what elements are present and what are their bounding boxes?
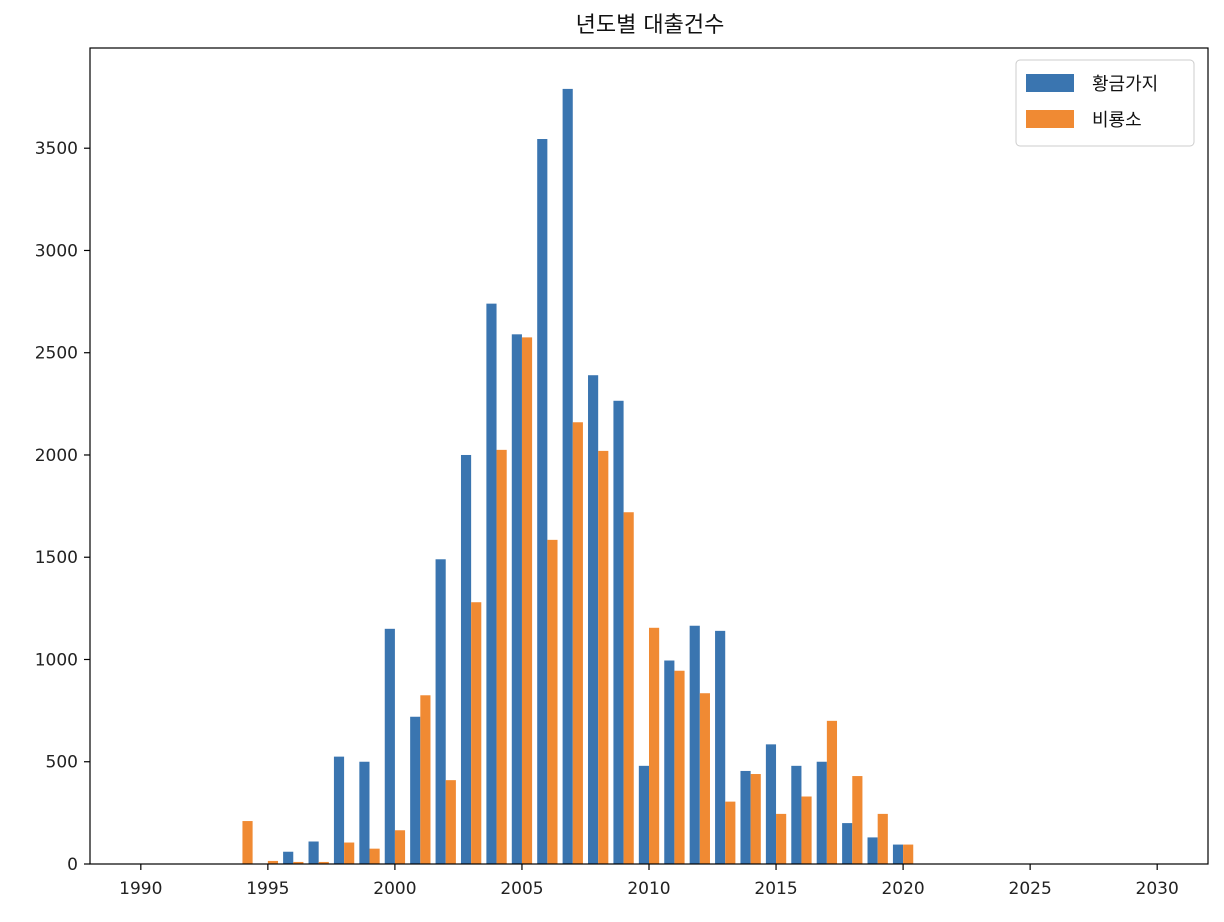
bar-series1-2013 — [715, 631, 725, 864]
x-tick-label: 2025 — [1009, 879, 1052, 899]
bar-series1-2004 — [486, 304, 496, 864]
legend-label: 황금가지 — [1092, 74, 1158, 95]
bar-series1-2015 — [766, 744, 776, 864]
bar-series1-2019 — [868, 837, 878, 864]
x-tick-label: 2020 — [881, 879, 924, 899]
bar-series2-1994 — [242, 821, 252, 864]
bar-series2-2011 — [674, 671, 684, 864]
bar-series2-2013 — [725, 802, 735, 864]
bar-series1-2014 — [740, 771, 750, 864]
bar-series1-2018 — [842, 823, 852, 864]
bar-series2-2009 — [624, 512, 634, 864]
bar-series2-2003 — [471, 602, 481, 864]
bar-series2-2002 — [446, 780, 456, 864]
bar-series1-2016 — [791, 766, 801, 864]
y-tick-label: 1500 — [35, 548, 78, 568]
legend-swatch — [1026, 110, 1074, 128]
bar-series1-2002 — [436, 559, 446, 864]
bar-series1-2010 — [639, 766, 649, 864]
bar-series1-1996 — [283, 852, 293, 864]
bar-series2-2008 — [598, 451, 608, 864]
chart-title: 년도별 대출건수 — [576, 13, 725, 38]
bar-series1-2020 — [893, 845, 903, 864]
bar-series2-2012 — [700, 693, 710, 864]
bar-series1-2012 — [690, 626, 700, 864]
bar-series2-2007 — [573, 422, 583, 864]
legend-label: 비룡소 — [1092, 110, 1142, 131]
y-tick-label: 0 — [67, 855, 78, 875]
bar-series2-2000 — [395, 830, 405, 864]
bar-series2-2017 — [827, 721, 837, 864]
bar-series1-1997 — [309, 842, 319, 865]
bar-series2-2016 — [801, 797, 811, 864]
bar-series2-1998 — [344, 843, 354, 864]
bar-series1-2005 — [512, 334, 522, 864]
x-tick-label: 2005 — [500, 879, 543, 899]
y-tick-label: 2000 — [35, 446, 78, 466]
bar-series2-2014 — [751, 774, 761, 864]
bars-group — [242, 89, 913, 864]
y-tick-label: 3500 — [35, 139, 78, 159]
y-tick-label: 3000 — [35, 241, 78, 261]
x-axis: 1990 1995 2000 2005 2010 2015 2020 2025 2030 — [119, 864, 1179, 899]
bar-series2-2005 — [522, 337, 532, 864]
x-tick-label: 1995 — [246, 879, 289, 899]
bar-series1-2017 — [817, 762, 827, 864]
x-tick-label: 2015 — [754, 879, 797, 899]
bar-series2-2018 — [852, 776, 862, 864]
bar-series1-1998 — [334, 757, 344, 864]
x-tick-label: 2000 — [373, 879, 416, 899]
bar-series1-2000 — [385, 629, 395, 864]
bar-series1-2006 — [537, 139, 547, 864]
bar-series2-2020 — [903, 845, 913, 864]
y-axis: 0 500 1000 1500 2000 2500 3000 3500 — [35, 139, 90, 875]
bar-series1-2007 — [563, 89, 573, 864]
bar-series1-1999 — [359, 762, 369, 864]
legend-box — [1016, 60, 1194, 146]
bar-series1-2001 — [410, 717, 420, 864]
bar-series1-2008 — [588, 375, 598, 864]
bar-series2-2019 — [878, 814, 888, 864]
x-tick-label: 2010 — [627, 879, 670, 899]
bar-series2-2004 — [497, 450, 507, 864]
bar-series2-1999 — [370, 849, 380, 864]
bar-series2-2015 — [776, 814, 786, 864]
bar-series1-2003 — [461, 455, 471, 864]
bar-series1-2009 — [613, 401, 623, 864]
y-tick-label: 500 — [46, 753, 78, 773]
bar-series2-2006 — [547, 540, 557, 864]
y-tick-label: 1000 — [35, 650, 78, 670]
bar-series1-2011 — [664, 661, 674, 864]
bar-series2-2010 — [649, 628, 659, 864]
legend-swatch — [1026, 74, 1074, 92]
y-tick-label: 2500 — [35, 344, 78, 364]
bar-series2-2001 — [420, 695, 430, 864]
x-tick-label: 2030 — [1136, 879, 1179, 899]
x-tick-label: 1990 — [119, 879, 162, 899]
